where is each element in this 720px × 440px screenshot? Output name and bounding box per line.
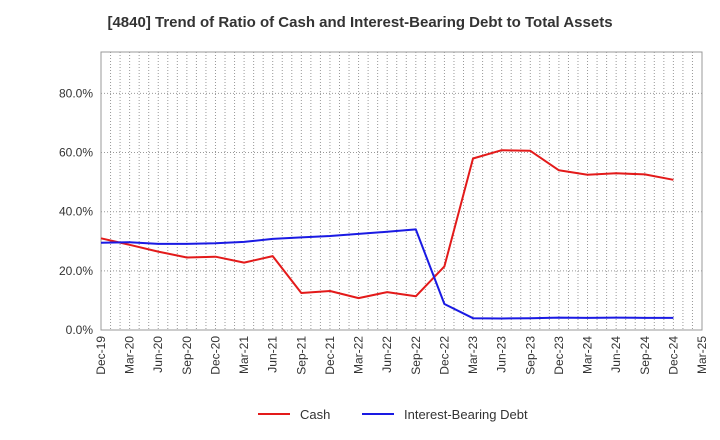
x-tick-label: Jun-20 xyxy=(151,336,165,373)
series-line-interest-bearing-debt xyxy=(100,228,674,320)
x-tick-label: Mar-20 xyxy=(123,336,137,374)
x-tick-label: Sep-20 xyxy=(180,336,194,375)
x-tick-label: Mar-24 xyxy=(581,336,595,374)
x-tick-label: Sep-23 xyxy=(523,336,537,375)
y-tick-label: 80.0% xyxy=(59,86,93,100)
x-tick-label: Dec-24 xyxy=(666,336,680,375)
y-tick-label: 60.0% xyxy=(59,146,93,160)
x-tick-label: Mar-25 xyxy=(695,336,709,374)
x-tick-label: Sep-21 xyxy=(294,336,308,375)
x-tick-label: Dec-22 xyxy=(437,336,451,375)
legend-label: Interest-Bearing Debt xyxy=(404,407,528,422)
series-line-cash xyxy=(100,149,674,300)
x-tick-label: Mar-21 xyxy=(237,336,251,374)
x-tick-label: Sep-22 xyxy=(409,336,423,375)
x-tick-label: Mar-23 xyxy=(466,336,480,374)
x-tick-label: Jun-22 xyxy=(380,336,394,373)
chart-title: [4840] Trend of Ratio of Cash and Intere… xyxy=(107,14,613,31)
y-tick-label: 20.0% xyxy=(59,264,93,278)
y-tick-label: 0.0% xyxy=(66,323,94,337)
x-tick-label: Jun-23 xyxy=(495,336,509,373)
x-tick-label: Dec-19 xyxy=(94,336,108,375)
y-tick-label: 40.0% xyxy=(59,205,93,219)
legend-label: Cash xyxy=(300,407,330,422)
x-tick-label: Dec-23 xyxy=(552,336,566,375)
x-tick-label: Sep-24 xyxy=(638,336,652,375)
plot-area xyxy=(100,51,703,331)
x-tick-label: Jun-21 xyxy=(266,336,280,373)
x-tick-label: Dec-21 xyxy=(323,336,337,375)
x-tick-label: Jun-24 xyxy=(609,336,623,373)
x-tick-label: Dec-20 xyxy=(208,336,222,375)
x-tick-label: Mar-22 xyxy=(352,336,366,374)
